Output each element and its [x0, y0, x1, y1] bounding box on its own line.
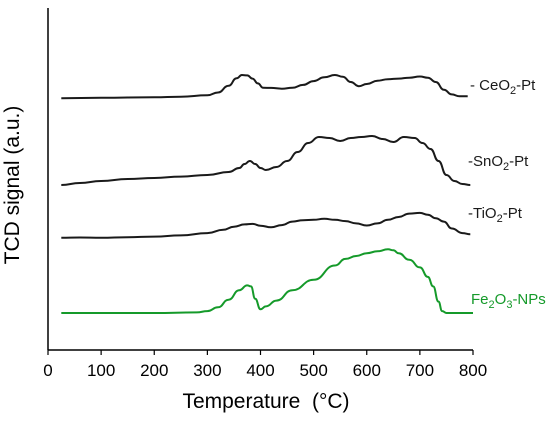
x-tick-label: 600 — [353, 361, 381, 380]
x-ticks: 0 100 200 300 400 500 600 700 800 — [43, 350, 487, 380]
x-tick-label: 400 — [246, 361, 274, 380]
x-tick-label: 300 — [193, 361, 221, 380]
x-tick-label: 500 — [299, 361, 327, 380]
series-label-fe2o3-nps: Fe2O3-NPs — [471, 291, 546, 311]
x-tick-label: 700 — [406, 361, 434, 380]
curve-ceo2-pt — [61, 74, 468, 100]
curve-fe2o3-nps — [61, 248, 473, 314]
series-label-tio2-pt: -TiO2-Pt — [468, 205, 523, 225]
x-tick-label: 100 — [87, 361, 115, 380]
x-tick-label: 800 — [459, 361, 487, 380]
axes — [47, 8, 473, 351]
curve-sno2-pt — [61, 135, 471, 186]
series-label-ceo2-pt: - CeO2-Pt — [470, 77, 536, 97]
series-label-sno2-pt: -SnO2-Pt — [468, 153, 529, 173]
y-axis-title: TCD signal (a.u.) — [1, 106, 24, 265]
curves — [61, 74, 473, 314]
x-axis-title: Temperature (°C) — [182, 390, 349, 413]
x-tick-label: 200 — [140, 361, 168, 380]
x-tick-label: 0 — [43, 361, 52, 380]
curve-tio2-pt — [61, 211, 471, 239]
